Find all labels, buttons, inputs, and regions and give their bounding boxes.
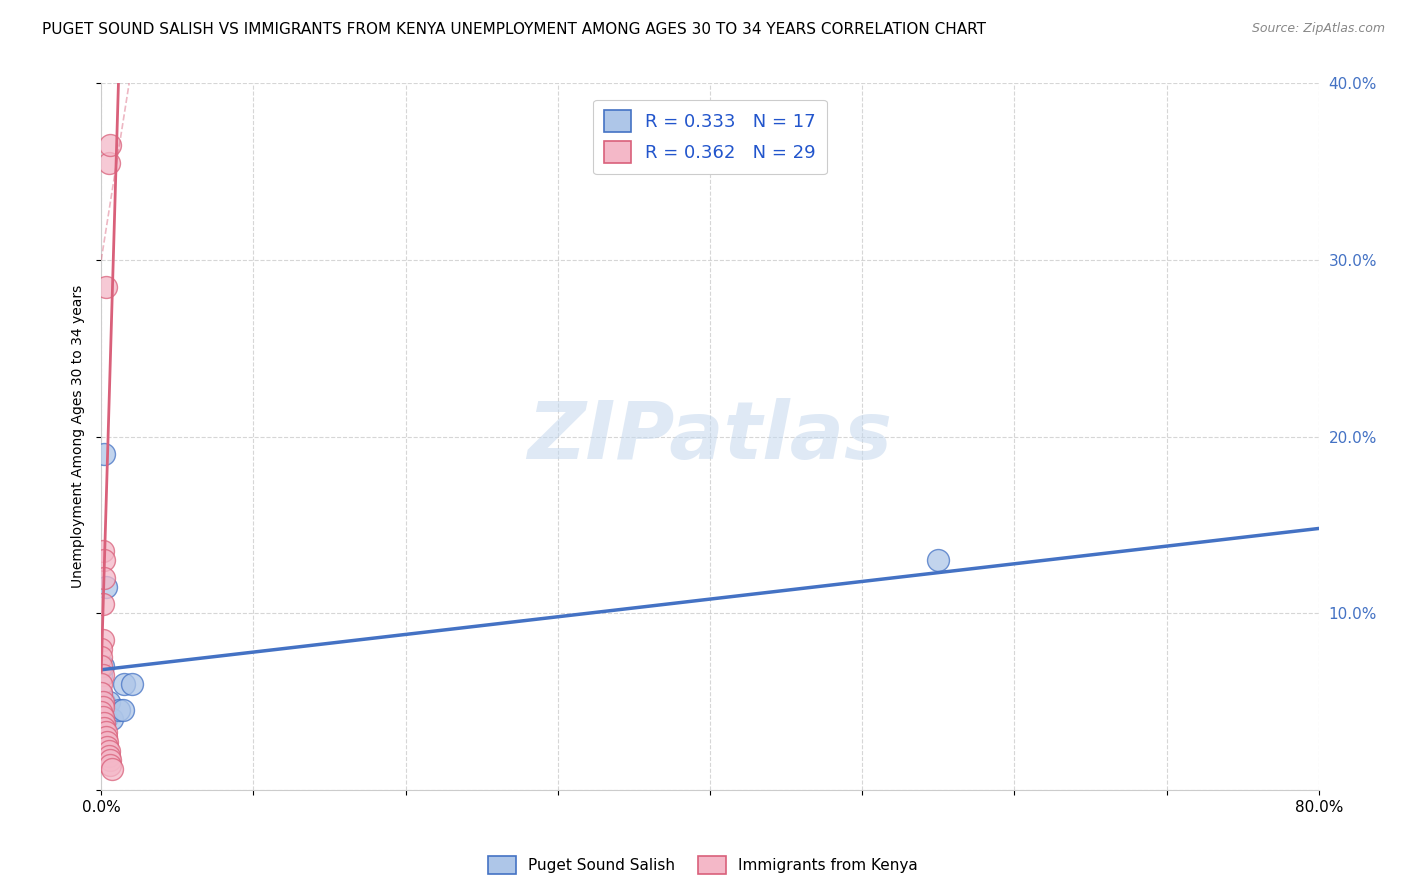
Point [91,659,114,673]
Point [98,758,121,772]
Legend: Puget Sound Salish, Immigrants from Kenya: Puget Sound Salish, Immigrants from Keny… [482,850,924,880]
Point [93,721,115,735]
Point [91,710,114,724]
Point [111,703,134,717]
Point [96,735,118,749]
Point [90,641,112,656]
Point [101,762,124,776]
Point [94,712,117,726]
Point [90,705,112,719]
Point [91,668,114,682]
Text: ZIPatlas: ZIPatlas [527,398,893,475]
Point [94,724,117,739]
Point [91,694,114,708]
Point [90,668,112,682]
Point [90,650,112,665]
Point [93,553,115,567]
Point [97,744,120,758]
Point [91,694,114,708]
Point [91,632,114,647]
Point [93,447,115,461]
Point [97,694,120,708]
Point [94,730,117,744]
Point [121,677,143,691]
Point [93,739,115,753]
Point [91,598,114,612]
Point [927,553,949,567]
Point [98,753,121,767]
Point [90,686,112,700]
Point [90,659,112,673]
Point [98,138,121,153]
Point [90,677,112,691]
Point [108,703,131,717]
Y-axis label: Unemployment Among Ages 30 to 34 years: Unemployment Among Ages 30 to 34 years [72,285,86,588]
Point [96,740,118,755]
Point [90,686,112,700]
Point [112,677,135,691]
Text: PUGET SOUND SALISH VS IMMIGRANTS FROM KENYA UNEMPLOYMENT AMONG AGES 30 TO 34 YEA: PUGET SOUND SALISH VS IMMIGRANTS FROM KE… [42,22,986,37]
Point [93,715,115,730]
Point [94,279,117,293]
Point [97,749,120,764]
Point [91,544,114,558]
Point [97,156,120,170]
Legend: R = 0.333   N = 17, R = 0.362   N = 29: R = 0.333 N = 17, R = 0.362 N = 29 [593,100,827,174]
Point [93,571,115,585]
Point [94,580,117,594]
Point [101,712,124,726]
Point [91,699,114,714]
Text: Source: ZipAtlas.com: Source: ZipAtlas.com [1251,22,1385,36]
Point [91,730,114,744]
Point [93,694,115,708]
